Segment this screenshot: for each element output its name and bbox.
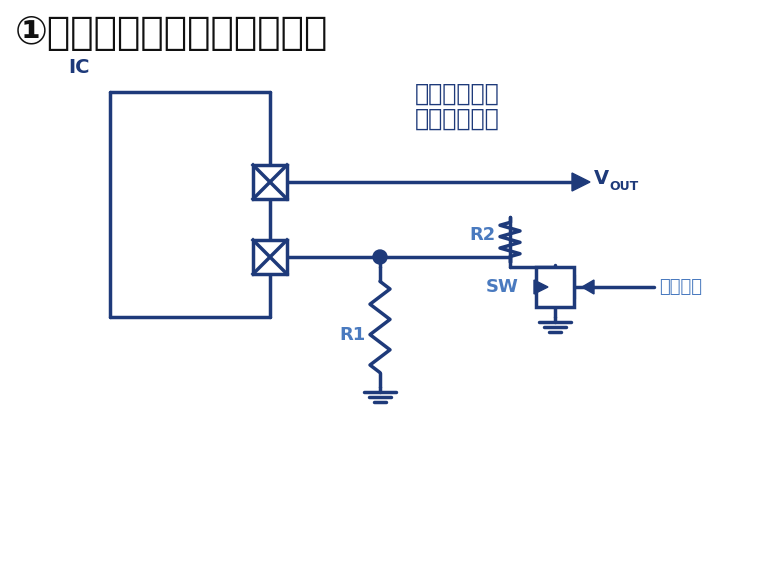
Text: R1: R1 bbox=[340, 325, 366, 344]
Text: V: V bbox=[594, 169, 609, 189]
Text: IC: IC bbox=[68, 58, 89, 77]
Bar bbox=[253, 240, 287, 274]
Text: ①通过变更外置电阵值来切换: ①通过变更外置电阵值来切换 bbox=[15, 14, 328, 52]
Text: 电压精度降低: 电压精度降低 bbox=[415, 107, 500, 131]
Text: R2: R2 bbox=[470, 225, 496, 244]
Polygon shape bbox=[582, 280, 594, 294]
Polygon shape bbox=[534, 280, 548, 294]
Text: SW: SW bbox=[486, 278, 519, 296]
Circle shape bbox=[373, 250, 387, 264]
Bar bbox=[536, 267, 574, 307]
Text: 输入信号: 输入信号 bbox=[659, 278, 702, 296]
Text: OUT: OUT bbox=[609, 181, 638, 193]
Text: 外部零件增加: 外部零件增加 bbox=[415, 82, 500, 106]
Polygon shape bbox=[572, 173, 590, 191]
Bar bbox=[253, 165, 287, 199]
